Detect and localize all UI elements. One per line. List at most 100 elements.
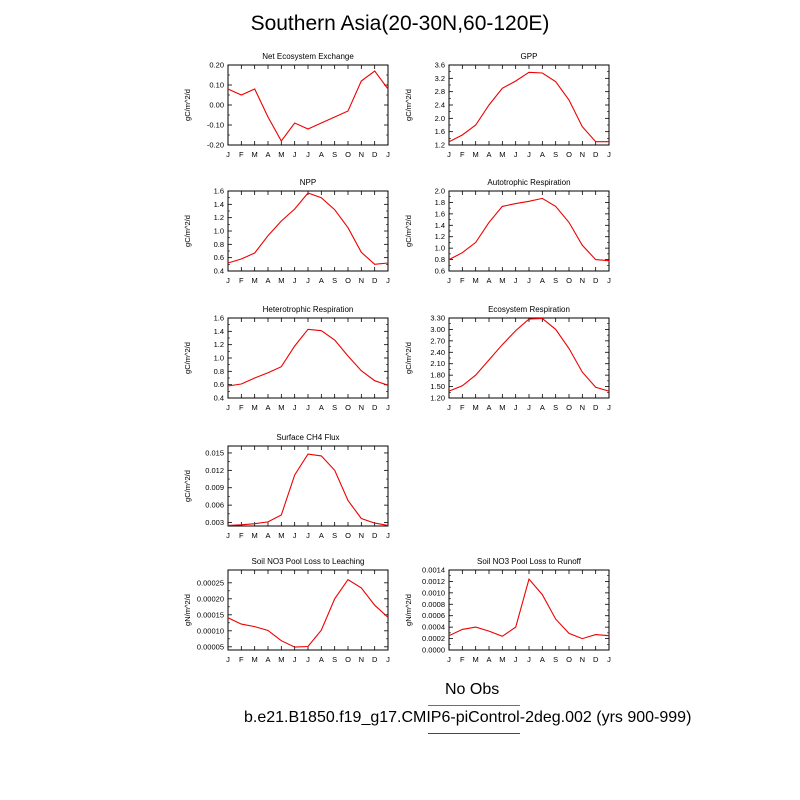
y-tick-label: 1.20 bbox=[430, 394, 445, 403]
y-axis-label: gC/m^2/d bbox=[404, 342, 413, 374]
x-tick-label: A bbox=[265, 276, 270, 285]
x-tick-label: M bbox=[473, 150, 479, 159]
x-tick-label: M bbox=[499, 276, 505, 285]
x-tick-label: S bbox=[553, 403, 558, 412]
y-axis-label: gC/m^2/d bbox=[183, 342, 192, 374]
series-line bbox=[227, 578, 389, 648]
panel-title: Soil NO3 Pool Loss to Runoff bbox=[477, 557, 582, 566]
x-tick-label: J bbox=[607, 150, 611, 159]
y-tick-label: 0.00015 bbox=[197, 610, 224, 619]
y-tick-label: 1.6 bbox=[214, 314, 224, 323]
x-tick-label: A bbox=[319, 276, 324, 285]
x-tick-label: J bbox=[306, 655, 310, 664]
x-tick-label: S bbox=[553, 150, 558, 159]
x-tick-label: J bbox=[527, 276, 531, 285]
y-tick-label: 2.8 bbox=[435, 87, 445, 96]
y-tick-label: 0.0008 bbox=[422, 600, 445, 609]
x-tick-label: F bbox=[460, 655, 465, 664]
y-tick-label: 2.70 bbox=[430, 336, 445, 345]
plot-frame bbox=[448, 317, 610, 399]
plot-frame bbox=[227, 445, 389, 527]
x-tick-label: A bbox=[486, 150, 491, 159]
x-tick-label: O bbox=[345, 150, 351, 159]
x-tick-label: S bbox=[332, 403, 337, 412]
y-tick-label: 0.00 bbox=[209, 101, 224, 110]
x-tick-label: S bbox=[553, 276, 558, 285]
y-tick-label: 2.40 bbox=[430, 348, 445, 357]
x-tick-label: O bbox=[566, 403, 572, 412]
x-tick-label: A bbox=[486, 655, 491, 664]
x-tick-label: J bbox=[447, 150, 451, 159]
x-tick-label: J bbox=[447, 655, 451, 664]
x-tick-label: J bbox=[514, 150, 518, 159]
x-tick-label: N bbox=[359, 403, 364, 412]
panel-title: GPP bbox=[521, 52, 538, 61]
y-tick-label: 1.80 bbox=[430, 371, 445, 380]
x-tick-label: M bbox=[252, 150, 258, 159]
y-tick-label: 0.8 bbox=[435, 255, 445, 264]
y-tick-label: 0.0002 bbox=[422, 634, 445, 643]
panel-6: Ecosystem Respiration 1.20 1.50 1.80 2.10 2.4… bbox=[404, 305, 611, 412]
y-tick-label: -0.10 bbox=[207, 121, 224, 130]
y-tick-label: 3.6 bbox=[435, 61, 445, 70]
y-tick-label: 1.2 bbox=[214, 213, 224, 222]
y-tick-label: 0.012 bbox=[205, 466, 224, 475]
x-tick-label: J bbox=[386, 531, 390, 540]
x-tick-label: N bbox=[359, 276, 364, 285]
y-tick-label: 1.8 bbox=[435, 198, 445, 207]
y-tick-label: 1.4 bbox=[435, 221, 445, 230]
x-tick-label: M bbox=[278, 531, 284, 540]
x-tick-label: J bbox=[293, 276, 297, 285]
y-tick-label: 1.0 bbox=[435, 244, 445, 253]
legend-obs-line bbox=[428, 705, 520, 706]
y-tick-label: 0.0004 bbox=[422, 623, 445, 632]
x-tick-label: J bbox=[306, 403, 310, 412]
x-tick-label: J bbox=[386, 276, 390, 285]
x-tick-label: J bbox=[226, 403, 230, 412]
y-tick-label: 1.6 bbox=[214, 187, 224, 196]
x-tick-label: F bbox=[239, 150, 244, 159]
y-tick-label: 0.0012 bbox=[422, 577, 445, 586]
y-tick-label: 0.6 bbox=[214, 253, 224, 262]
y-tick-label: 0.00005 bbox=[197, 642, 224, 651]
x-tick-label: J bbox=[527, 403, 531, 412]
y-axis-label: gC/m^2/d bbox=[183, 215, 192, 247]
x-tick-label: A bbox=[265, 655, 270, 664]
x-tick-label: J bbox=[293, 655, 297, 664]
x-tick-label: J bbox=[386, 655, 390, 664]
x-tick-label: N bbox=[580, 655, 585, 664]
y-tick-label: 1.4 bbox=[214, 200, 224, 209]
x-tick-label: J bbox=[527, 150, 531, 159]
y-tick-label: 0.8 bbox=[214, 240, 224, 249]
x-tick-label: O bbox=[345, 276, 351, 285]
x-tick-label: J bbox=[293, 150, 297, 159]
x-tick-label: J bbox=[527, 655, 531, 664]
y-tick-label: 0.4 bbox=[214, 267, 224, 276]
x-tick-label: N bbox=[359, 150, 364, 159]
x-tick-label: S bbox=[553, 655, 558, 664]
y-tick-label: 1.6 bbox=[435, 209, 445, 218]
y-tick-label: 1.2 bbox=[435, 232, 445, 241]
x-tick-label: F bbox=[239, 531, 244, 540]
x-tick-label: O bbox=[345, 655, 351, 664]
x-tick-label: D bbox=[372, 150, 378, 159]
panel-title: NPP bbox=[300, 178, 316, 187]
panel-4: Autotrophic Respiration 0.6 0.8 1.0 1.2 1.4 1.… bbox=[404, 178, 611, 285]
x-tick-label: J bbox=[293, 531, 297, 540]
x-tick-label: J bbox=[226, 150, 230, 159]
series-line bbox=[448, 577, 610, 640]
y-tick-label: 0.0014 bbox=[422, 566, 445, 575]
x-tick-label: A bbox=[540, 655, 545, 664]
plot-frame bbox=[448, 64, 610, 146]
x-tick-label: J bbox=[306, 150, 310, 159]
series-line bbox=[448, 317, 610, 392]
y-tick-label: 0.009 bbox=[205, 483, 224, 492]
x-tick-label: S bbox=[332, 150, 337, 159]
y-tick-label: 0.0006 bbox=[422, 611, 445, 620]
x-tick-label: J bbox=[306, 276, 310, 285]
panel-9: Soil NO3 Pool Loss to Runoff 0.0000 0.0002… bbox=[404, 557, 611, 664]
x-tick-label: F bbox=[239, 276, 244, 285]
y-tick-label: 0.6 bbox=[435, 267, 445, 276]
x-tick-label: O bbox=[566, 150, 572, 159]
